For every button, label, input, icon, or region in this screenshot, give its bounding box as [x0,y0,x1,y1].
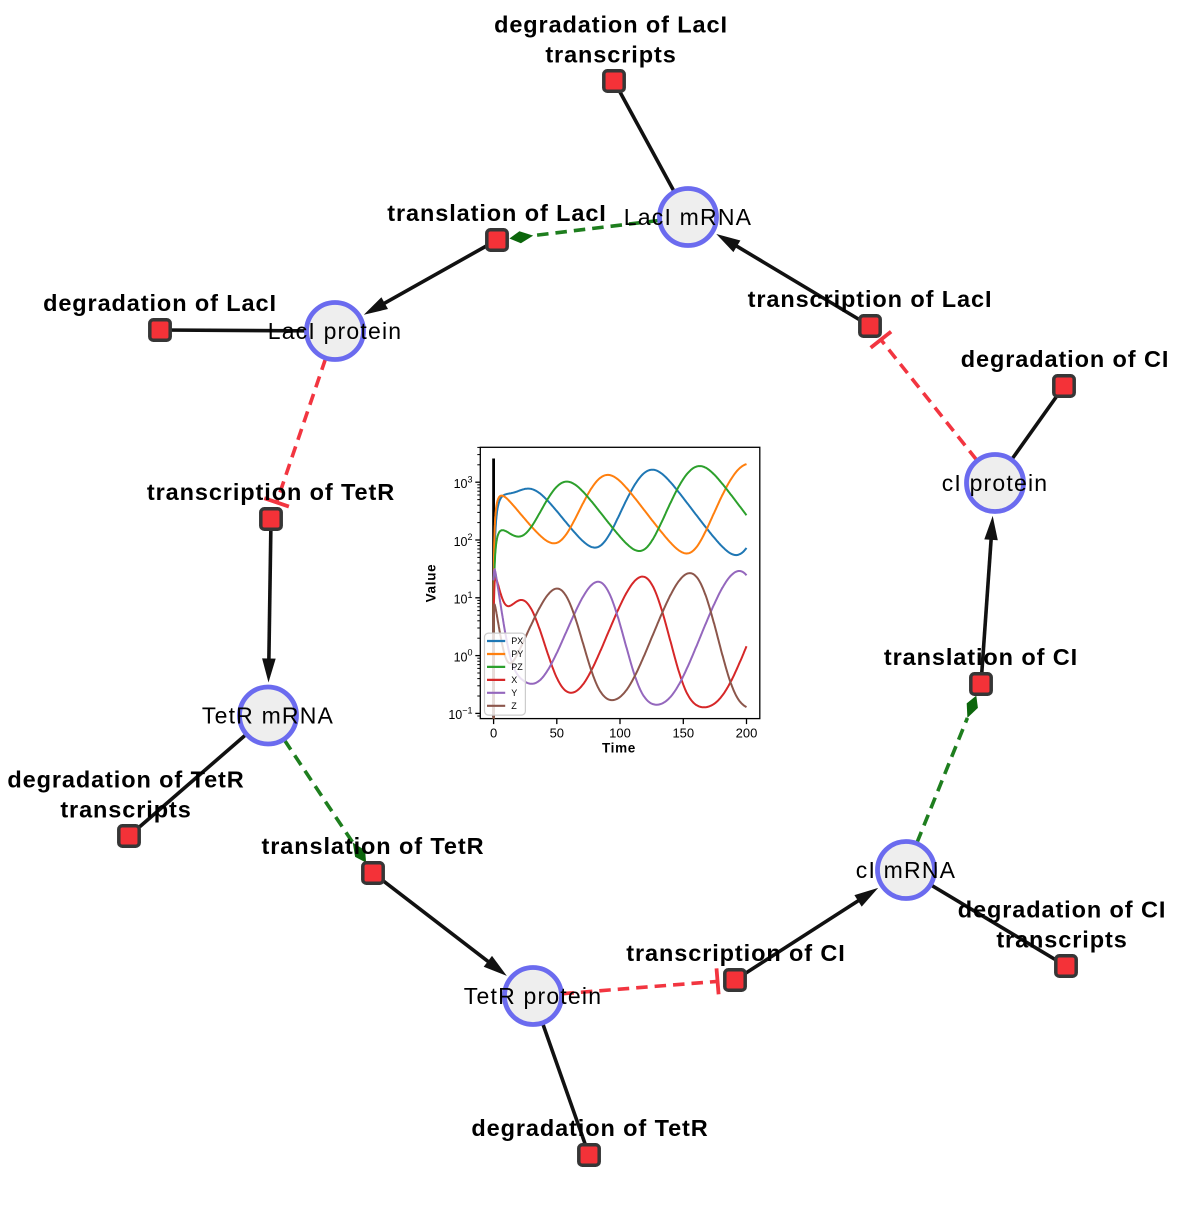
svg-text:Y: Y [511,688,517,698]
svg-text:0: 0 [490,725,497,740]
svg-text:150: 150 [672,725,694,740]
svg-text:transcripts: transcripts [996,926,1127,952]
svg-text:cI mRNA: cI mRNA [856,857,956,883]
svg-text:200: 200 [736,725,758,740]
svg-text:transcripts: transcripts [60,796,191,822]
svg-text:X: X [511,675,517,685]
svg-text:PY: PY [511,649,523,659]
svg-text:degradation of CI: degradation of CI [958,896,1167,922]
svg-text:transcription of LacI: transcription of LacI [748,286,993,312]
svg-text:LacI mRNA: LacI mRNA [624,204,752,230]
svg-text:translation of TetR: translation of TetR [262,833,485,859]
svg-text:degradation of TetR: degradation of TetR [7,766,244,792]
svg-text:Time: Time [602,741,636,756]
svg-text:PX: PX [511,636,523,646]
svg-text:Value: Value [424,564,439,603]
svg-text:Z: Z [511,701,517,711]
svg-text:transcripts: transcripts [545,41,676,67]
svg-text:TetR protein: TetR protein [464,983,602,1009]
svg-text:degradation of CI: degradation of CI [961,346,1170,372]
svg-text:degradation of TetR: degradation of TetR [471,1115,708,1141]
svg-text:LacI protein: LacI protein [268,318,403,344]
svg-text:transcription of TetR: transcription of TetR [147,479,395,505]
svg-text:translation of CI: translation of CI [884,644,1078,670]
svg-text:cI protein: cI protein [942,470,1049,496]
svg-text:TetR mRNA: TetR mRNA [202,703,334,729]
svg-text:translation of LacI: translation of LacI [387,200,607,226]
svg-text:100: 100 [609,725,631,740]
svg-text:transcription of CI: transcription of CI [626,940,845,966]
svg-text:degradation of LacI: degradation of LacI [494,11,728,37]
svg-text:degradation of LacI: degradation of LacI [43,290,277,316]
svg-text:PZ: PZ [511,662,523,672]
svg-text:50: 50 [550,725,564,740]
